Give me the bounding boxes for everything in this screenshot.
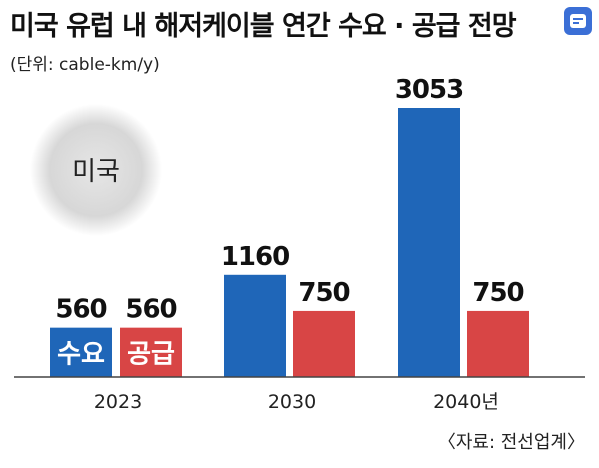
supply-value-label-2: 750 xyxy=(472,278,523,308)
demand-legend-label: 수요 xyxy=(57,339,105,369)
demand-bar-1 xyxy=(224,274,286,377)
supply-value-label-0: 560 xyxy=(125,295,176,325)
region-circle xyxy=(30,104,162,236)
demand-value-label-0: 560 xyxy=(55,295,106,325)
region-label: 미국 xyxy=(72,157,120,187)
supply-bar-2 xyxy=(467,310,529,377)
bars-group: 560 수요 560 공급 1160 750 3053 750 xyxy=(50,75,529,377)
chart-title: 미국 유럽 내 해저케이블 연간 수요 · 공급 전망 xyxy=(10,11,517,42)
supply-bar-1 xyxy=(293,310,355,377)
publisher-logo-icon xyxy=(564,7,592,35)
x-tick-label-1: 2030 xyxy=(268,391,316,413)
demand-bar-0 xyxy=(50,327,112,377)
demand-value-label-2: 3053 xyxy=(395,75,463,105)
demand-value-label-1: 1160 xyxy=(221,242,289,272)
demand-bar-2 xyxy=(398,108,460,377)
x-tick-label-2: 2040년 xyxy=(433,391,499,413)
source-note: 〈자료: 전선업계〉 xyxy=(437,432,585,453)
unit-label: (단위: cable-km/y) xyxy=(10,55,160,75)
x-tick-label-0: 2023 xyxy=(94,391,142,413)
supply-value-label-1: 750 xyxy=(298,278,349,308)
supply-legend-label: 공급 xyxy=(127,339,175,369)
supply-bar-0 xyxy=(120,327,182,377)
x-tick-labels: 2023 2030 2040년 xyxy=(94,391,499,413)
